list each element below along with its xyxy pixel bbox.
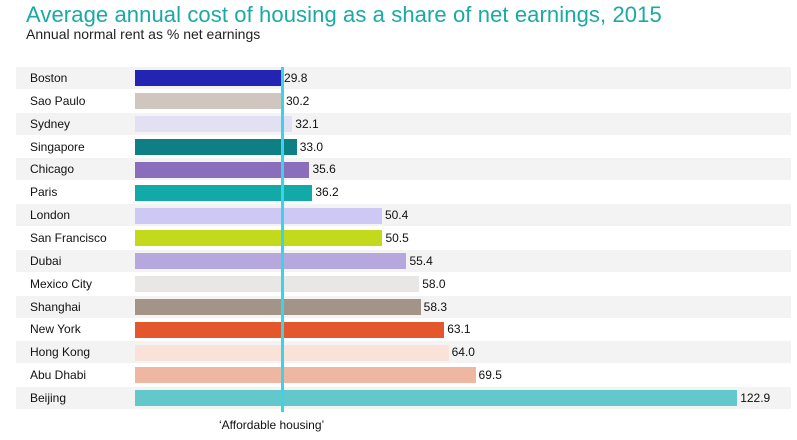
bar-hong-kong <box>135 344 449 361</box>
category-label: Chicago <box>30 162 75 177</box>
category-label: Singapore <box>30 139 85 154</box>
data-label: 122.9 <box>740 390 771 405</box>
data-label: 58.0 <box>422 276 446 291</box>
data-label: 33.0 <box>299 139 324 154</box>
category-label: Dubai <box>30 253 62 268</box>
category-label: Boston <box>30 71 68 85</box>
bar-mexico-city <box>135 276 420 293</box>
category-label: Shanghai <box>30 299 81 314</box>
data-label: 58.3 <box>423 299 448 314</box>
data-label: 55.4 <box>409 253 433 268</box>
bar-new-york <box>135 321 445 338</box>
category-label: Mexico City <box>30 276 93 291</box>
bar-london <box>135 207 382 224</box>
row-background <box>16 136 791 158</box>
bar-sydney <box>135 116 293 133</box>
data-label: 63.1 <box>447 322 471 337</box>
data-label: 50.5 <box>385 230 409 245</box>
category-label: Paris <box>30 185 58 200</box>
data-label: 35.6 <box>312 162 336 177</box>
bar-boston <box>135 70 282 87</box>
row-background <box>16 112 791 135</box>
data-label: 69.5 <box>478 368 502 383</box>
chart-subtitle: Annual normal rent as % net earnings <box>26 26 261 42</box>
bar-san-francisco <box>135 230 383 247</box>
data-label: 50.4 <box>384 208 409 223</box>
row-background <box>16 181 791 203</box>
row-background <box>16 158 791 181</box>
reference-line-label: ‘Affordable housing’ <box>219 418 325 432</box>
category-label: Sydney <box>30 116 71 131</box>
category-label: San Francisco <box>30 230 107 245</box>
data-label: 29.8 <box>284 71 308 85</box>
category-label: Beijing <box>30 390 67 405</box>
affordable-housing-reference-line <box>280 67 284 412</box>
bar-shanghai <box>135 298 421 315</box>
bar-singapore <box>135 138 297 155</box>
row-background <box>16 67 791 89</box>
data-label: 32.1 <box>295 116 319 131</box>
data-label: 30.2 <box>285 93 310 108</box>
bar-chicago <box>135 161 310 178</box>
bar-beijing <box>135 390 738 407</box>
category-label: Sao Paulo <box>30 93 86 108</box>
category-label: Hong Kong <box>30 345 91 360</box>
row-background <box>16 90 791 112</box>
bar-dubai <box>135 253 407 270</box>
bar-abu-dhabi <box>135 367 476 384</box>
bar-paris <box>135 184 313 201</box>
bar-sao-paulo <box>135 93 283 110</box>
category-label: London <box>30 208 71 223</box>
category-label: New York <box>30 322 81 337</box>
data-label: 64.0 <box>451 345 475 360</box>
category-label: Abu Dhabi <box>30 368 87 383</box>
data-label: 36.2 <box>315 185 339 200</box>
chart-title: Average annual cost of housing as a shar… <box>26 2 662 27</box>
